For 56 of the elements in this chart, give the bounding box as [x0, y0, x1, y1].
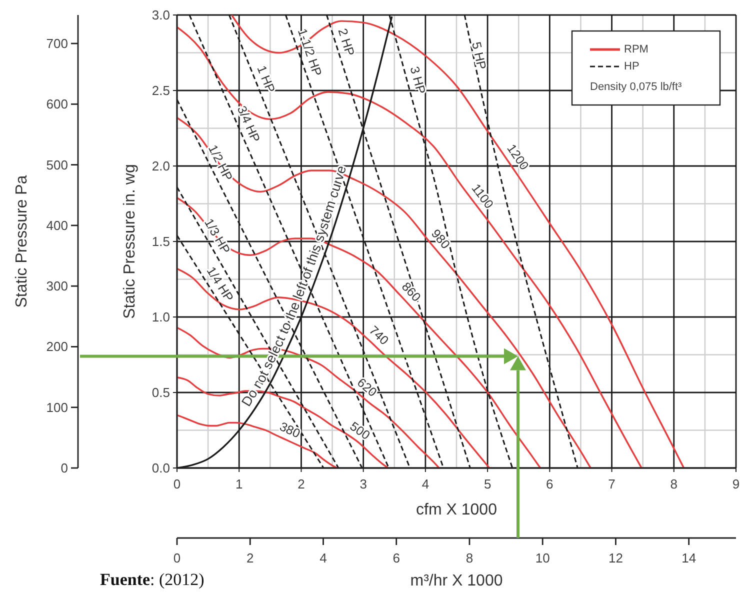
x-tick-label: 6	[546, 476, 554, 492]
annotation: 1/3 HP	[202, 216, 233, 256]
x-tick-label: 0	[173, 476, 181, 492]
annotation: 5 HP	[469, 40, 489, 71]
y2-tick-label: 600	[46, 96, 68, 112]
x2-tick-label: 6	[392, 550, 400, 566]
legend-label: HP	[624, 60, 640, 72]
x-tick-label: 5	[484, 476, 492, 492]
annotation: 1 HP	[254, 64, 278, 95]
annotation: 740	[366, 323, 392, 348]
x-tick-label: 3	[360, 476, 367, 492]
annotation: 3 HP	[407, 64, 428, 96]
annotation: 380	[277, 420, 302, 441]
x2-tick-label: 14	[682, 550, 696, 566]
x2-axis-title: m³/hr X 1000	[410, 572, 503, 590]
annotation: 2 HP	[335, 26, 357, 58]
annotation: 980	[428, 226, 453, 252]
x-axis-title: cfm X 1000	[416, 502, 498, 518]
annotation: 500	[347, 419, 372, 443]
y-tick-label: 2.5	[152, 83, 170, 98]
x2-tick-label: 0	[173, 550, 181, 566]
y-tick-label: 0.0	[152, 460, 170, 476]
legend-label: RPM	[624, 44, 648, 56]
x2-tick-label: 2	[246, 550, 254, 566]
annotation: 620	[354, 375, 380, 400]
x-tick-label: 9	[732, 476, 740, 492]
y2-tick-label: 400	[46, 218, 68, 233]
y2-axis-title: Static Pressure Pa	[14, 175, 30, 308]
y-axis-title: Static Pressure in. wg	[122, 164, 138, 319]
x2-tick-label: 12	[608, 550, 623, 566]
y-tick-label: 1.0	[152, 310, 170, 324]
x2-tick-label: 10	[535, 550, 550, 566]
x-tick-label: 4	[422, 476, 430, 492]
y2-tick-label: 100	[46, 400, 68, 415]
annotation: Density 0,075 lb/ft³	[590, 81, 682, 93]
y-tick-label: 0.5	[152, 385, 170, 400]
y-tick-label: 2.0	[152, 158, 170, 174]
annotation: 3/4 HP	[234, 104, 263, 144]
annotation: 1/2 HP	[205, 142, 236, 184]
annotation: 1/4 HP	[204, 264, 236, 304]
x-tick-label: 2	[298, 476, 305, 492]
y-tick-label: 3.0	[152, 8, 170, 22]
y2-tick-label: 0	[60, 460, 68, 476]
source-note: Fuente: (2012)	[100, 570, 204, 589]
annotation: 1-1/2 HP	[294, 26, 324, 78]
y2-tick-label: 200	[46, 339, 68, 354]
y2-tick-label: 700	[46, 36, 68, 51]
x2-tick-label: 8	[466, 550, 474, 566]
x-tick-label: 7	[608, 476, 616, 492]
y2-tick-label: 500	[46, 157, 68, 172]
x-tick-label: 1	[235, 476, 243, 492]
y-tick-label: 1.5	[152, 234, 170, 249]
annotation: 860	[398, 280, 424, 304]
y2-tick-label: 300	[46, 278, 68, 294]
x-tick-label: 8	[670, 476, 678, 492]
x2-tick-label: 4	[320, 550, 327, 566]
